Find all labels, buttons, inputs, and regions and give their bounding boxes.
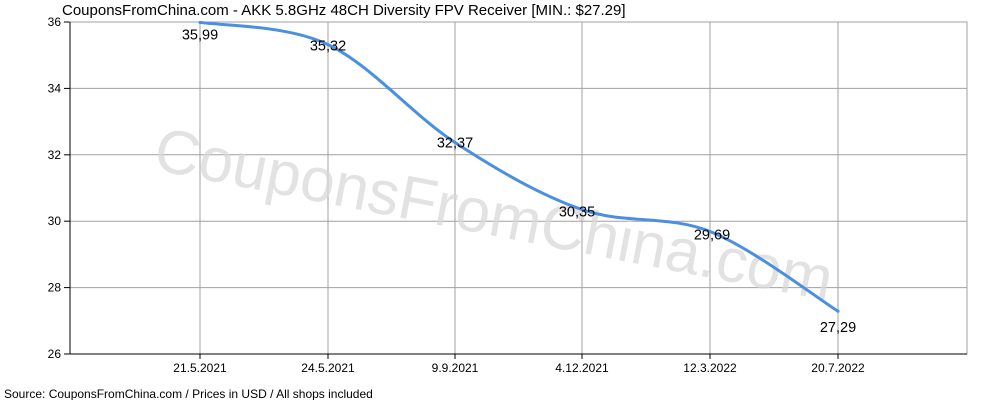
y-tick-label: 30 [48,214,62,228]
data-point [326,43,330,47]
y-tick-label: 34 [48,81,62,95]
data-point [708,229,712,233]
data-point [198,20,202,24]
chart-title: CouponsFromChina.com - AKK 5.8GHz 48CH D… [62,2,626,19]
y-tick-label: 28 [48,281,62,295]
y-tick-label: 32 [48,148,62,162]
tick-labels: 26 28 30 32 34 36 21.5.2021 24.5.2021 9.9.2021 4.… [48,15,865,375]
data-point [453,141,457,145]
series-line [198,20,840,313]
x-tick-label: 4.12.2021 [555,361,609,375]
data-label: 29,69 [694,227,730,243]
axes [64,21,968,359]
data-point [836,309,840,313]
x-tick-label: 12.3.2022 [683,361,737,375]
source-footer: Source: CouponsFromChina.com / Prices in… [4,387,373,400]
data-label: 35,32 [310,39,346,55]
x-tick-label: 24.5.2021 [301,361,355,375]
data-label: 35,99 [182,27,218,43]
x-tick-label: 9.9.2021 [432,361,479,375]
data-labels: 35,99 35,32 32,37 30,35 29,69 27,29 [182,27,856,336]
y-tick-label: 36 [48,15,62,29]
data-label: 30,35 [559,205,595,221]
x-tick-label: 20.7.2022 [811,361,865,375]
data-label: 27,29 [820,320,856,336]
y-tick-label: 26 [48,347,62,361]
data-point [580,208,584,212]
data-label: 32,37 [437,136,473,152]
x-tick-label: 21.5.2021 [173,361,227,375]
series-layer [198,20,840,313]
